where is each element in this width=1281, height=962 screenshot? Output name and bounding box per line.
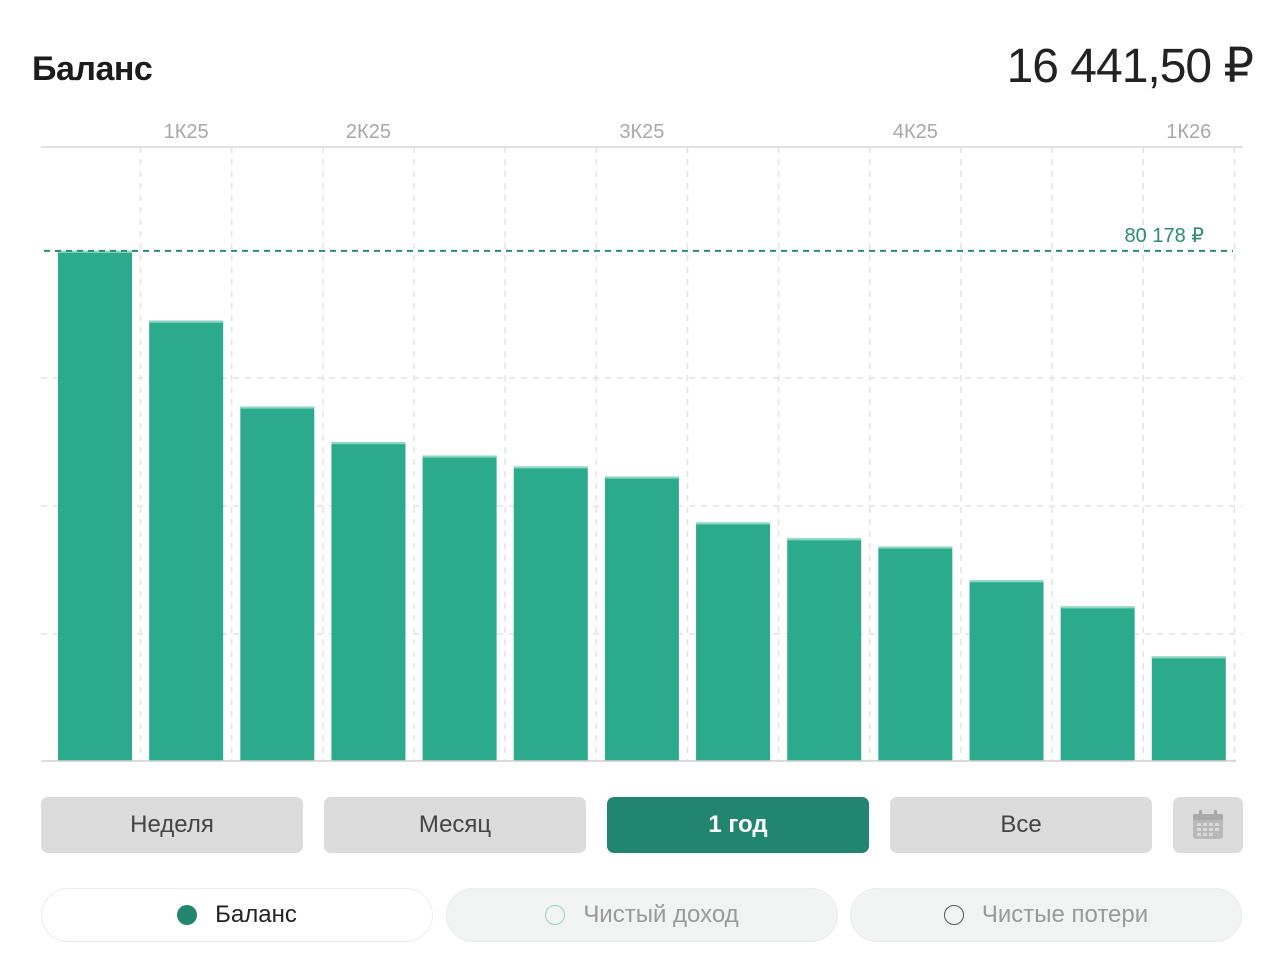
legend-balance-label: Баланс bbox=[215, 901, 297, 928]
bar-top-edge bbox=[422, 455, 497, 458]
period-week-button[interactable]: Неделя bbox=[41, 797, 303, 853]
empty-dot-icon bbox=[943, 905, 964, 925]
series-legend: Баланс Чистый доход Чистые потери bbox=[41, 888, 1243, 944]
bar bbox=[969, 580, 1044, 761]
bar-top-edge bbox=[787, 538, 862, 541]
period-month-button[interactable]: Месяц bbox=[324, 797, 586, 853]
bar bbox=[331, 442, 406, 761]
legend-net-loss-label: Чистые потери bbox=[981, 901, 1149, 928]
period-year-button[interactable]: 1 год bbox=[607, 797, 869, 853]
x-tick-label: 1К25 bbox=[164, 121, 209, 143]
calendar-button[interactable] bbox=[1173, 797, 1243, 853]
x-tick-label: 3К25 bbox=[619, 121, 664, 143]
bar-top-edge bbox=[969, 580, 1044, 583]
calendar-icon bbox=[1193, 810, 1223, 839]
bar-top-edge bbox=[58, 250, 132, 253]
bar bbox=[1060, 606, 1135, 761]
bar-top-edge bbox=[1151, 656, 1226, 659]
period-all-button[interactable]: Все bbox=[890, 797, 1152, 853]
bar bbox=[58, 250, 132, 761]
bar bbox=[240, 406, 315, 761]
bar-top-edge bbox=[604, 476, 679, 479]
x-tick-label: 4К25 bbox=[893, 121, 938, 143]
bar-top-edge bbox=[240, 406, 315, 409]
bar-top-edge bbox=[696, 522, 771, 525]
bar-top-edge bbox=[331, 442, 406, 445]
bar-top-edge bbox=[149, 320, 224, 323]
bar bbox=[1151, 656, 1226, 761]
reference-label: 80 178 ₽ bbox=[1125, 225, 1205, 247]
balance-total: 16 441,50 ₽ bbox=[1006, 40, 1254, 93]
bar bbox=[878, 546, 953, 761]
bar bbox=[513, 466, 588, 761]
period-selector: Неделя Месяц 1 год Все bbox=[41, 797, 1243, 853]
legend-net-income[interactable]: Чистый доход bbox=[446, 888, 838, 942]
bar-top-edge bbox=[513, 466, 588, 469]
legend-balance[interactable]: Баланс bbox=[41, 888, 433, 942]
bar bbox=[696, 522, 771, 761]
bar-top-edge bbox=[1060, 606, 1135, 609]
bar bbox=[604, 476, 679, 761]
legend-net-loss[interactable]: Чистые потери bbox=[850, 888, 1242, 942]
page-title: Баланс bbox=[32, 50, 153, 88]
bar bbox=[787, 538, 862, 761]
bar-top-edge bbox=[878, 546, 953, 549]
bar bbox=[422, 455, 497, 761]
x-tick-label: 2К25 bbox=[346, 121, 391, 143]
balance-chart: 80 178 ₽ 1К25 2К25 3К25 4К25 1К26 bbox=[41, 121, 1243, 762]
bar bbox=[149, 320, 224, 761]
legend-net-income-label: Чистый доход bbox=[583, 901, 739, 928]
filled-dot-icon bbox=[177, 905, 198, 925]
x-tick-label: 1К26 bbox=[1166, 121, 1211, 143]
empty-dot-icon bbox=[545, 905, 566, 925]
